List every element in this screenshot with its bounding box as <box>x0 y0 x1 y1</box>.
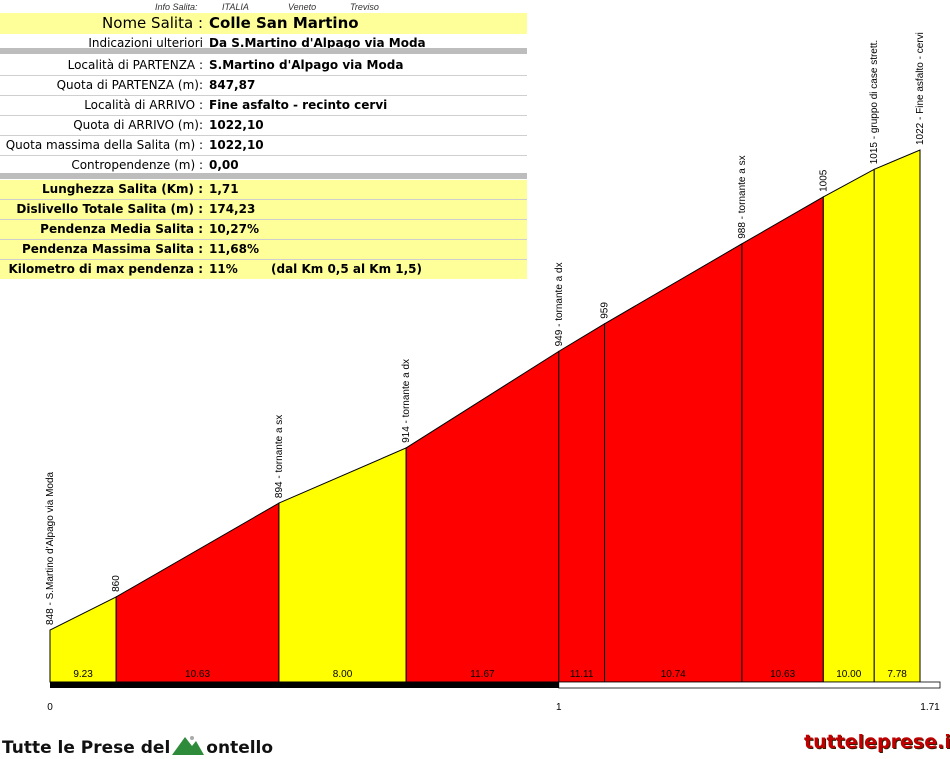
logo-suffix: ontello <box>206 738 274 758</box>
profile-segment <box>405 350 560 683</box>
segment-gradient-label: 10.63 <box>185 669 210 680</box>
max-km-label: Kilometro di max pendenza : <box>8 262 204 276</box>
x-tick-label: 1 <box>556 702 562 713</box>
end-altitude-row: Quota di ARRIVO (m): 1022,10 <box>0 116 527 135</box>
profile-segment <box>558 322 606 683</box>
point-label: 959 <box>600 302 611 319</box>
length-value: 1,71 <box>209 182 239 196</box>
row-divider <box>0 135 527 136</box>
point-label: 914 - tornante a dx <box>401 359 412 443</box>
max-gradient-row: Pendenza Massima Salita : 11,68% <box>0 240 527 259</box>
extra-row: Indicazioni ulteriori Da S.Martino d'Alp… <box>0 34 527 53</box>
profile-segment <box>741 196 824 683</box>
start-altitude-row: Quota di PARTENZA (m): 847,87 <box>0 76 527 95</box>
point-label: 949 - tornante a dx <box>554 262 565 346</box>
point-label: 1022 - Fine asfalto - cervi <box>915 32 926 145</box>
end-location-label: Località di ARRIVO : <box>84 98 203 112</box>
profile-segment <box>604 242 743 683</box>
km-bar-empty <box>558 681 941 689</box>
row-divider <box>0 115 527 116</box>
profile-segment <box>278 447 407 683</box>
point-label: 860 <box>111 575 122 592</box>
max-km-value: 11% <box>209 262 238 276</box>
start-location-row: Località di PARTENZA : S.Martino d'Alpag… <box>0 56 527 75</box>
avg-gradient-label: Pendenza Media Salita : <box>40 222 203 236</box>
segment-gradient-label: 9.23 <box>73 669 93 680</box>
segment-gradient-label: 7.78 <box>887 669 907 680</box>
end-location-row: Località di ARRIVO : Fine asfalto - reci… <box>0 96 527 115</box>
start-altitude-value: 847,87 <box>209 78 256 92</box>
max-gradient-label: Pendenza Massima Salita : <box>21 242 203 256</box>
segment-gradient-label: 11.11 <box>570 669 594 680</box>
province-label: Treviso <box>350 2 379 12</box>
segment-gradient-label: 10.00 <box>836 669 861 680</box>
name-row: Nome Salita : Colle San Martino <box>0 13 527 34</box>
row-divider <box>0 199 527 200</box>
max-km-row: Kilometro di max pendenza : 11% (dal Km … <box>0 260 527 279</box>
segment-gradient-label: 8.00 <box>333 669 353 680</box>
row-divider <box>0 95 527 96</box>
point-label: 988 - tornante a sx <box>737 155 748 238</box>
extra-label: Indicazioni ulteriori <box>88 36 203 50</box>
length-row: Lunghezza Salita (Km) : 1,71 <box>0 180 527 199</box>
site-name: tutteleprese.it <box>804 731 950 753</box>
climb-row: Dislivello Totale Salita (m) : 174,23 <box>0 200 527 219</box>
profile-segment <box>822 168 875 683</box>
end-location-value: Fine asfalto - recinto cervi <box>209 98 388 112</box>
info-salita-label: Info Salita: <box>155 2 198 12</box>
avg-gradient-value: 10,27% <box>209 222 259 236</box>
point-label: 1005 <box>818 169 829 192</box>
end-altitude-label: Quota di ARRIVO (m): <box>73 118 203 132</box>
max-km-note: (dal Km 0,5 al Km 1,5) <box>271 262 422 276</box>
logo-text: Tutte le Prese del <box>2 738 171 758</box>
max-altitude-value: 1022,10 <box>209 138 264 152</box>
climb-label: Dislivello Totale Salita (m) : <box>16 202 203 216</box>
end-altitude-value: 1022,10 <box>209 118 264 132</box>
row-divider <box>0 219 527 220</box>
row-divider <box>0 75 527 76</box>
x-tick-label: 1.71 <box>920 702 940 713</box>
separator <box>0 48 527 54</box>
start-altitude-label: Quota di PARTENZA (m): <box>56 78 203 92</box>
row-divider <box>0 155 527 156</box>
segment-gradient-label: 11.67 <box>470 669 495 680</box>
segment-gradient-label: 10.74 <box>661 669 686 680</box>
point-label: 894 - tornante a sx <box>274 415 285 498</box>
profile-segment <box>115 502 280 683</box>
x-tick-label: 0 <box>47 702 53 713</box>
region-label: Veneto <box>288 2 317 12</box>
start-location-label: Località di PARTENZA : <box>67 58 203 72</box>
max-gradient-value: 11,68% <box>209 242 259 256</box>
logo: Tutte le Prese del ontello <box>2 735 273 758</box>
country-label: ITALIA <box>222 2 249 12</box>
profile-segment <box>873 149 921 683</box>
km-bar-filled <box>50 682 559 688</box>
extra-value: Da S.Martino d'Alpago via Moda <box>209 36 426 50</box>
counter-slope-label: Contropendenze (m) : <box>71 158 203 172</box>
point-label: 1015 - gruppo di case strett. <box>869 40 880 165</box>
climb-value: 174,23 <box>209 202 256 216</box>
length-label: Lunghezza Salita (Km) : <box>42 182 203 196</box>
max-altitude-row: Quota massima della Salita (m) : 1022,10 <box>0 136 527 155</box>
row-divider <box>0 239 527 240</box>
avg-gradient-row: Pendenza Media Salita : 10,27% <box>0 220 527 239</box>
mountain-logo-icon <box>172 736 205 755</box>
name-label: Nome Salita : <box>102 14 203 32</box>
start-location-value: S.Martino d'Alpago via Moda <box>209 58 404 72</box>
segment-gradient-label: 10.63 <box>770 669 795 680</box>
point-label: 848 - S.Martino d'Alpago via Moda <box>45 471 56 625</box>
counter-slope-value: 0,00 <box>209 158 239 172</box>
counter-slope-row: Contropendenze (m) : 0,00 <box>0 156 527 175</box>
max-altitude-label: Quota massima della Salita (m) : <box>5 138 203 152</box>
name-value: Colle San Martino <box>209 14 359 32</box>
row-divider <box>0 259 527 260</box>
separator <box>0 173 527 179</box>
